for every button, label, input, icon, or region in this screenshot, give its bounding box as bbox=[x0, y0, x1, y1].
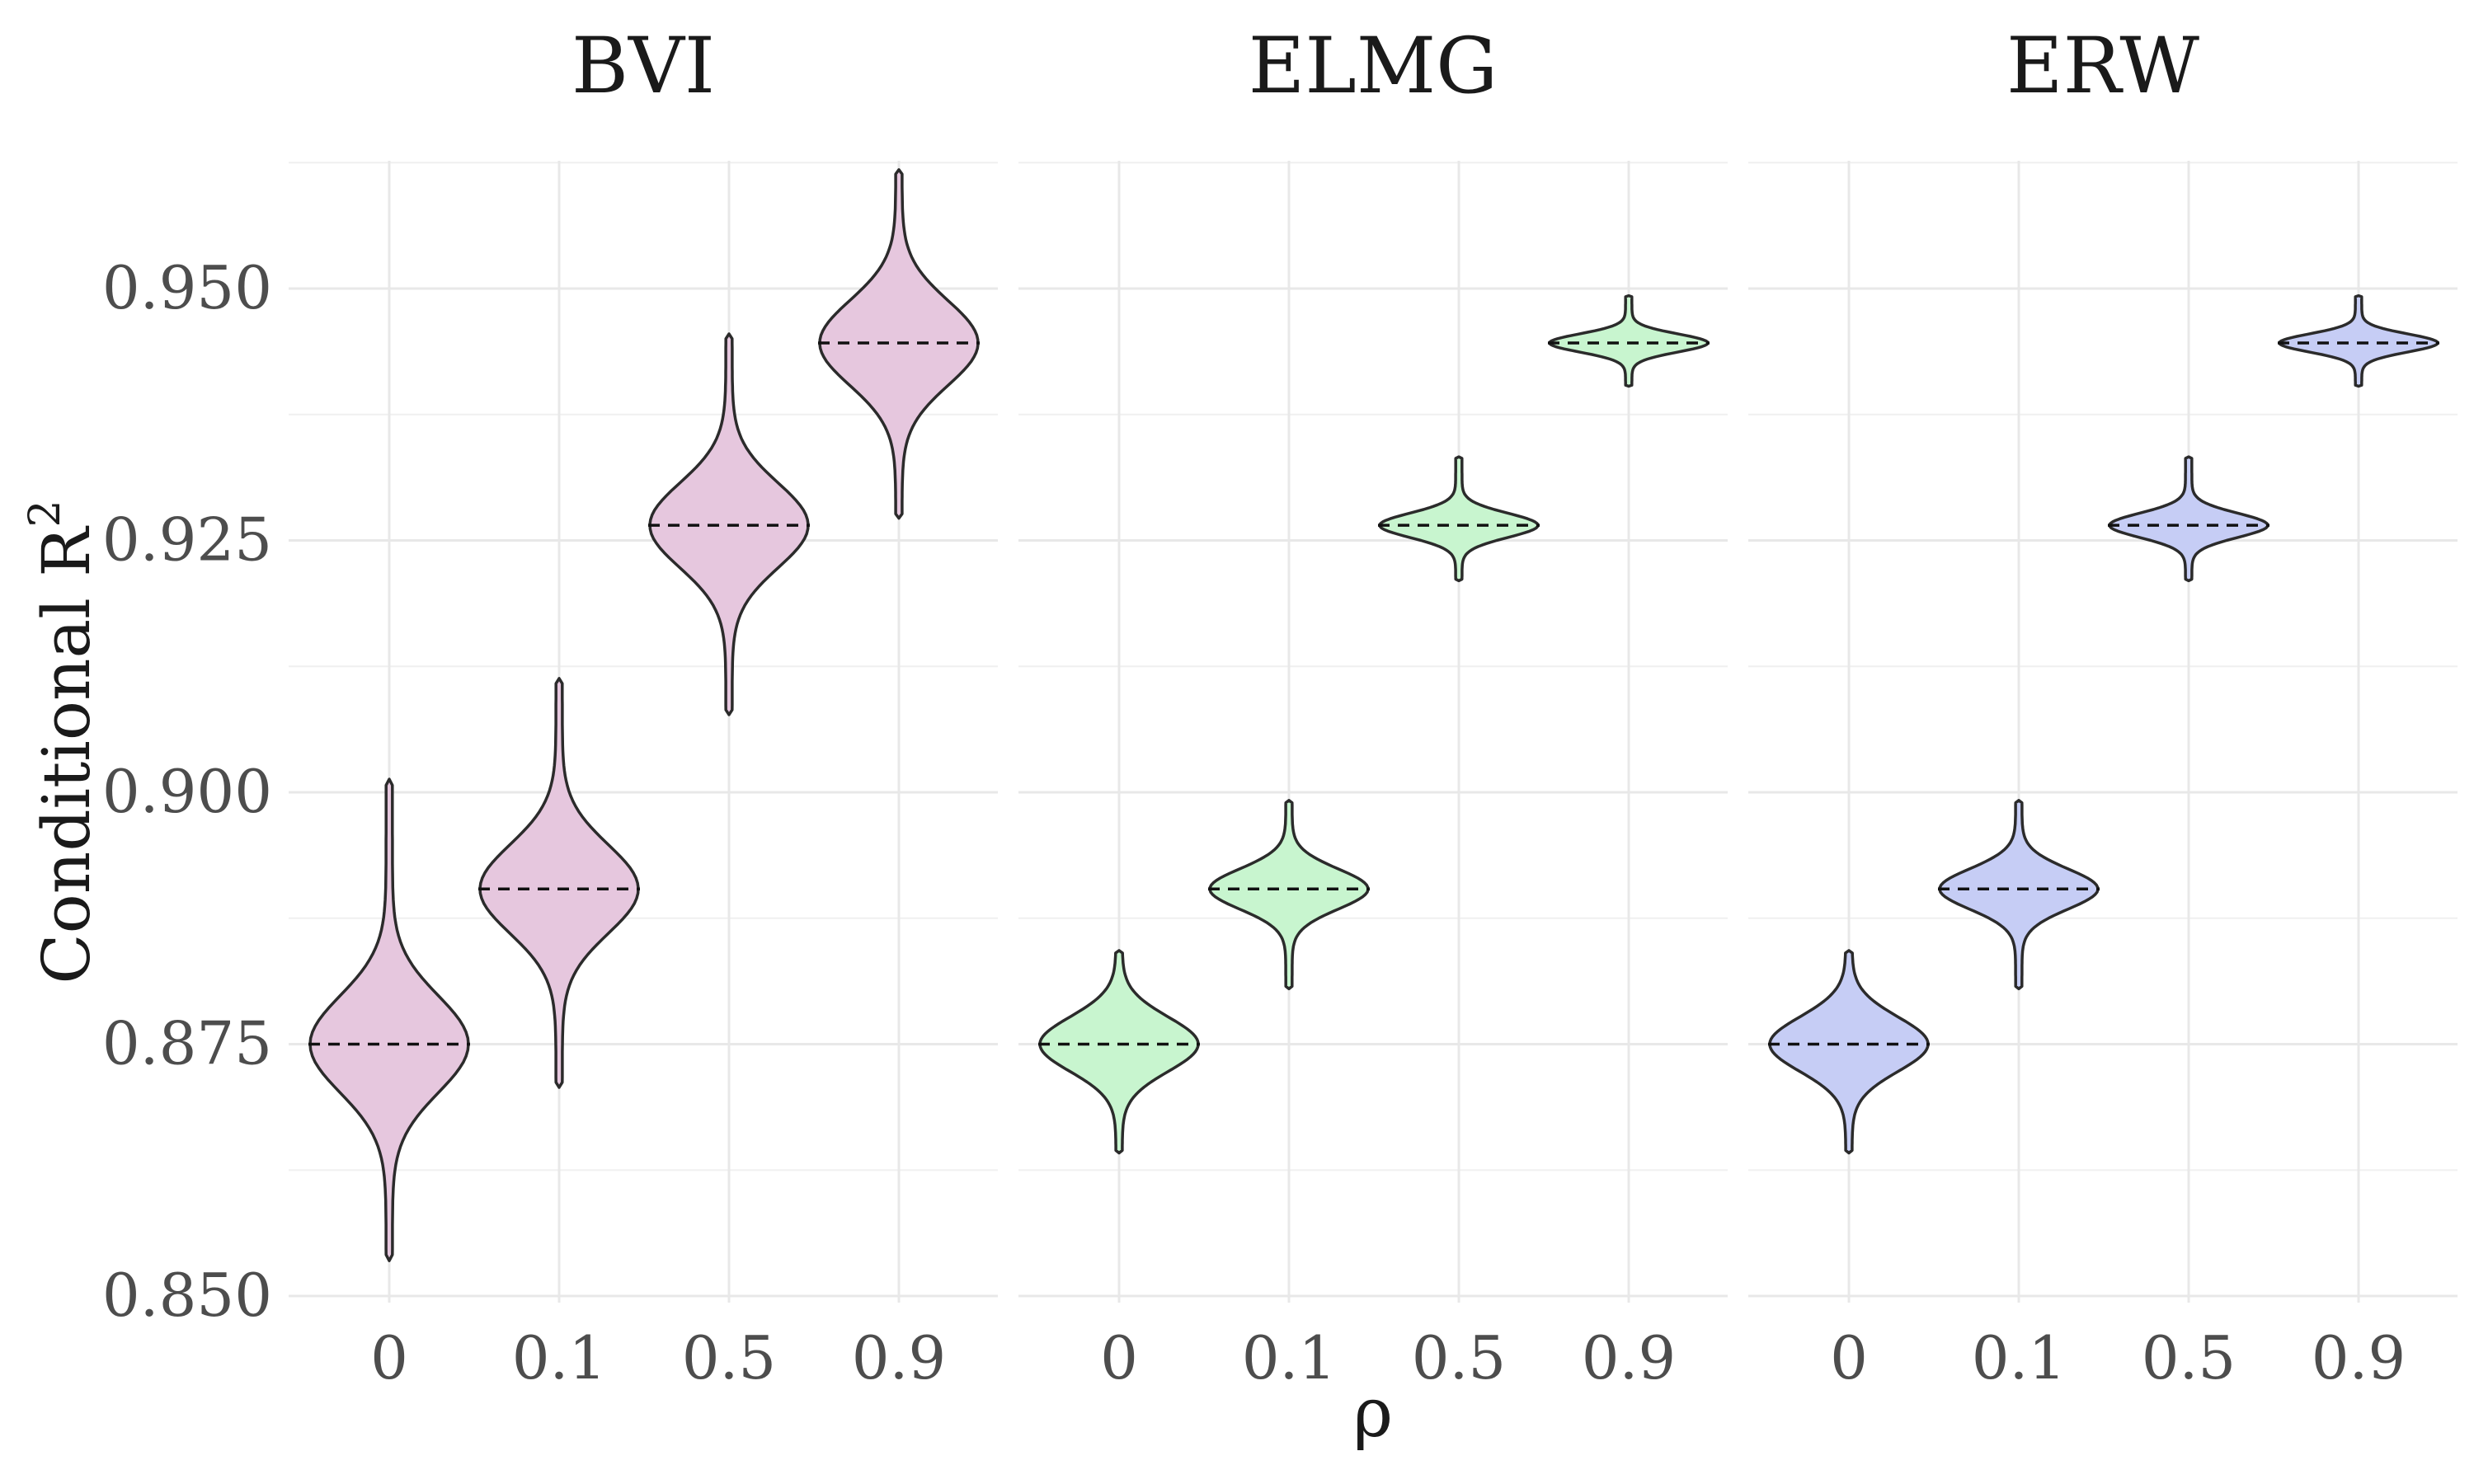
violin-erw-0.1 bbox=[1938, 799, 2100, 991]
y-tick-label: 0.900 bbox=[102, 757, 272, 826]
y-tick-label: 0.850 bbox=[102, 1261, 272, 1330]
violin-bvi-0.1 bbox=[478, 677, 640, 1089]
x-tick-label: 0.9 bbox=[2312, 1323, 2406, 1392]
grid-layer bbox=[289, 161, 2458, 1303]
x-tick-label: 0.1 bbox=[512, 1323, 607, 1392]
violin-bvi-0 bbox=[308, 777, 470, 1262]
x-tick-label: 0 bbox=[370, 1323, 408, 1392]
x-tick-label: 0.5 bbox=[1412, 1323, 1507, 1392]
violin-erw-0.9 bbox=[2278, 294, 2439, 388]
violin-elmg-0.5 bbox=[1378, 455, 1540, 583]
x-tick-label: 0.5 bbox=[682, 1323, 777, 1392]
violin-elmg-0 bbox=[1038, 949, 1200, 1155]
violin-layer bbox=[308, 168, 2439, 1262]
y-tick-label: 0.875 bbox=[102, 1009, 272, 1078]
facet-title: BVI bbox=[571, 21, 715, 111]
violin-erw-0.5 bbox=[2108, 455, 2269, 583]
violin-elmg-0.9 bbox=[1548, 294, 1710, 388]
violin-elmg-0.1 bbox=[1208, 799, 1370, 991]
facet-title: ERW bbox=[2006, 21, 2199, 111]
y-axis-title: Conditional R2 bbox=[21, 500, 105, 984]
x-tick-label: 0.9 bbox=[852, 1323, 947, 1392]
x-tick-label: 0 bbox=[1830, 1323, 1868, 1392]
x-tick-label: 0.9 bbox=[1582, 1323, 1677, 1392]
x-tick-label: 0 bbox=[1100, 1323, 1138, 1392]
x-tick-label: 0.1 bbox=[1972, 1323, 2067, 1392]
x-axis-title: ρ bbox=[1353, 1374, 1393, 1453]
y-tick-label: 0.925 bbox=[102, 505, 272, 575]
violin-erw-0 bbox=[1768, 949, 1930, 1155]
x-tick-label: 0.1 bbox=[1242, 1323, 1337, 1392]
x-tick-label: 0.5 bbox=[2142, 1323, 2236, 1392]
y-tick-label: 0.950 bbox=[102, 253, 272, 322]
facet-title: ELMG bbox=[1249, 21, 1498, 111]
